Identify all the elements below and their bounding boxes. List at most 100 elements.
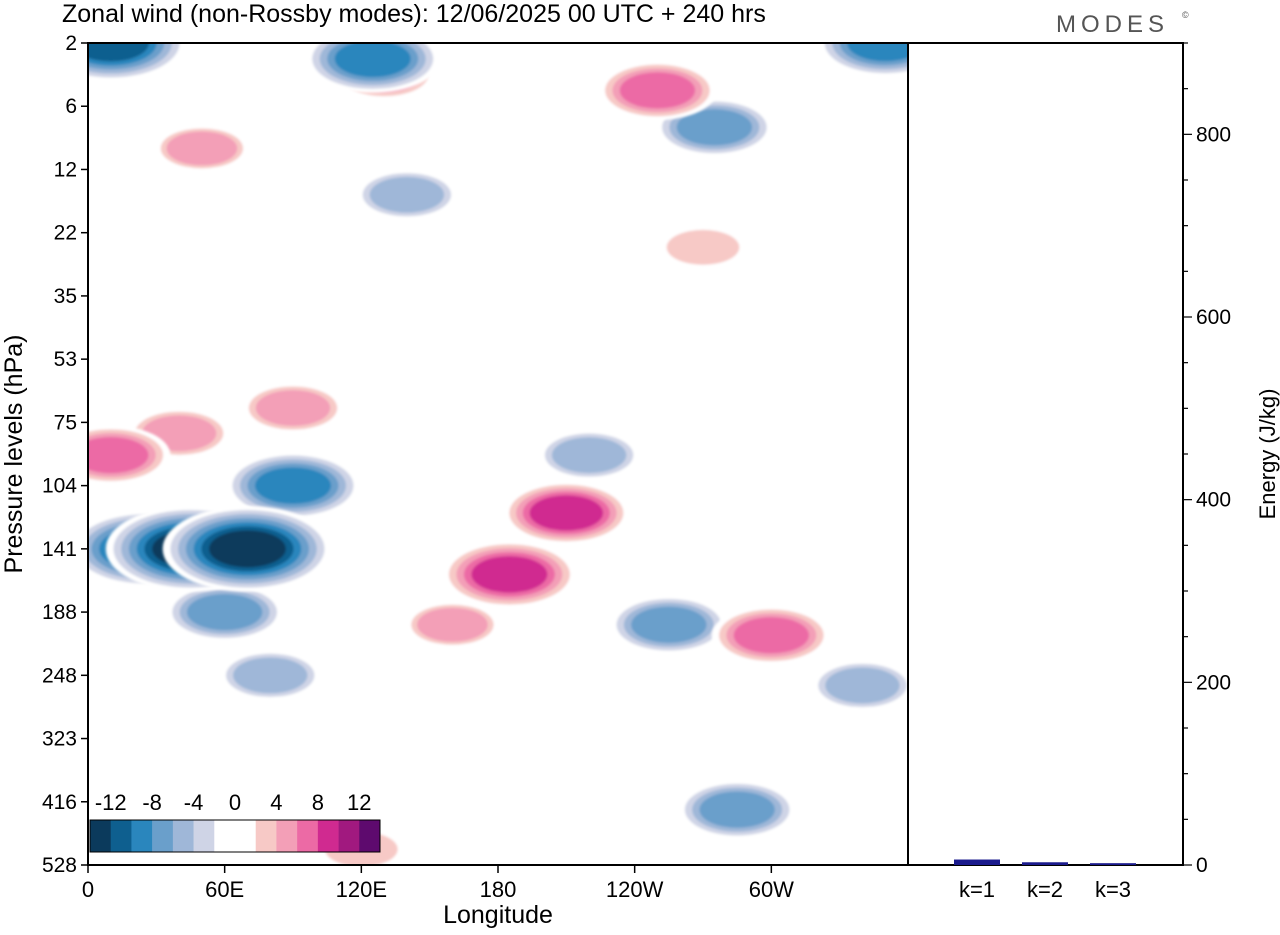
energy-category-label: k=2 [1027, 877, 1063, 902]
chart-title: Zonal wind (non-Rossby modes): 12/06/202… [62, 0, 766, 28]
wind-feature-7 [811, 660, 908, 711]
energy-axis: 0 200 400 600 800 [1183, 42, 1231, 877]
wind-feature-17 [597, 60, 718, 121]
x-tick-label: 60W [749, 877, 794, 902]
wind-contour [209, 530, 286, 568]
y-tick-label: 323 [42, 728, 77, 751]
wind-contour [631, 606, 707, 643]
y-tick-label: 6 [65, 95, 77, 118]
wind-feature-22 [441, 540, 578, 609]
wind-feature-4 [219, 650, 322, 701]
y-tick-label: 2 [65, 32, 77, 55]
colorbar-swatch [235, 820, 257, 852]
wind-contour [334, 43, 411, 78]
x-tick-label: 60E [205, 877, 244, 902]
x-tick-label: 0 [82, 877, 94, 902]
x-tick-label: 180 [480, 877, 517, 902]
wind-contour [255, 467, 331, 504]
y-tick-label: 12 [54, 158, 77, 181]
colorbar-swatch [317, 820, 339, 852]
colorbar-swatch [297, 820, 319, 852]
colorbar-swatch [359, 820, 381, 852]
wind-contour [233, 657, 308, 694]
wind-feature-20 [817, 43, 908, 77]
wind-contour [847, 43, 908, 62]
heatmap-background [88, 43, 908, 865]
energy-axis-label: Energy (J/kg) [1255, 389, 1280, 520]
wind-contour [733, 617, 810, 654]
wind-feature-5 [355, 169, 459, 220]
wind-feature-15 [88, 425, 171, 485]
colorbar-label: -8 [142, 790, 162, 815]
colorbar-label: 12 [347, 790, 371, 815]
y-tick-label: 141 [42, 538, 77, 561]
wind-feature-12 [654, 97, 774, 157]
x-tick-label: 120E [336, 877, 387, 902]
wind-feature-21 [304, 43, 441, 93]
y-tick-label: 22 [54, 222, 77, 245]
colorbar-label: -4 [184, 790, 204, 815]
y-tick-label: 416 [42, 791, 77, 814]
y-axis-label: Pressure levels (hPa) [0, 335, 28, 574]
wind-contour [166, 131, 238, 166]
energy-tick-label: 400 [1196, 489, 1231, 512]
heatmap-layer [88, 43, 908, 865]
wind-contour [88, 436, 149, 474]
colorbar-swatch [152, 820, 174, 852]
wind-contour [676, 109, 753, 146]
wind-feature-18 [502, 481, 631, 545]
wind-contour [825, 667, 900, 704]
colorbar-label: -12 [95, 790, 127, 815]
energy-tick-label: 800 [1196, 123, 1231, 146]
y-axis: 2 6 12 22 35 53 75 104 141 188 248 323 416 528 [42, 32, 88, 877]
wind-feature-19 [225, 451, 361, 520]
energy-tick-label: 600 [1196, 306, 1231, 329]
wind-contour [619, 72, 696, 109]
colorbar-swatch [214, 820, 236, 852]
wind-feature-16 [711, 605, 831, 665]
wind-contour [666, 229, 740, 265]
y-tick-label: 188 [42, 601, 77, 624]
y-tick-label: 35 [54, 285, 77, 308]
colorbar-swatch [110, 820, 132, 852]
colorbar-label: 4 [270, 790, 282, 815]
colorbar-swatch [193, 820, 215, 852]
energy-bar-k=3 [1090, 863, 1136, 865]
energy-category-label: k=3 [1095, 877, 1131, 902]
colorbar-label: 0 [229, 790, 241, 815]
colorbar-frame [89, 819, 381, 853]
energy-bars: k=1 k=2 k=3 [954, 859, 1136, 902]
wind-feature-13 [609, 595, 729, 655]
wind-contour [255, 390, 331, 426]
wind-feature-9 [241, 382, 345, 434]
wind-contour [551, 437, 627, 473]
energy-bar-k=1 [954, 859, 1000, 865]
wind-feature-2 [154, 125, 249, 172]
energy-tick-label: 200 [1196, 671, 1231, 694]
colorbar-swatch [276, 820, 298, 852]
y-tick-label: 75 [54, 411, 77, 434]
energy-category-label: k=1 [959, 877, 995, 902]
wind-contour [529, 495, 604, 531]
y-tick-label: 528 [42, 854, 77, 877]
wind-feature-11 [165, 582, 285, 642]
wind-contour [699, 791, 775, 828]
x-axis: 0 60E 120E 180 120W 60W [82, 865, 794, 902]
wind-contour [88, 43, 149, 62]
y-tick-label: 53 [54, 348, 77, 371]
modes-logo: MODES [1056, 11, 1169, 38]
wind-contour [471, 556, 548, 593]
energy-panel-frame [907, 42, 1184, 866]
colorbar-swatch [338, 820, 360, 852]
colorbar-swatch [90, 820, 112, 852]
colorbar-swatch [131, 820, 153, 852]
y-tick-label: 248 [42, 664, 77, 687]
energy-bar-k=2 [1022, 862, 1068, 865]
x-tick-label: 120W [606, 877, 664, 902]
colorbar: -12 -8 -4 0 4 8 12 [89, 790, 381, 853]
colorbar-swatch [255, 820, 277, 852]
wind-contour [186, 593, 263, 631]
wind-feature-6 [537, 429, 641, 481]
